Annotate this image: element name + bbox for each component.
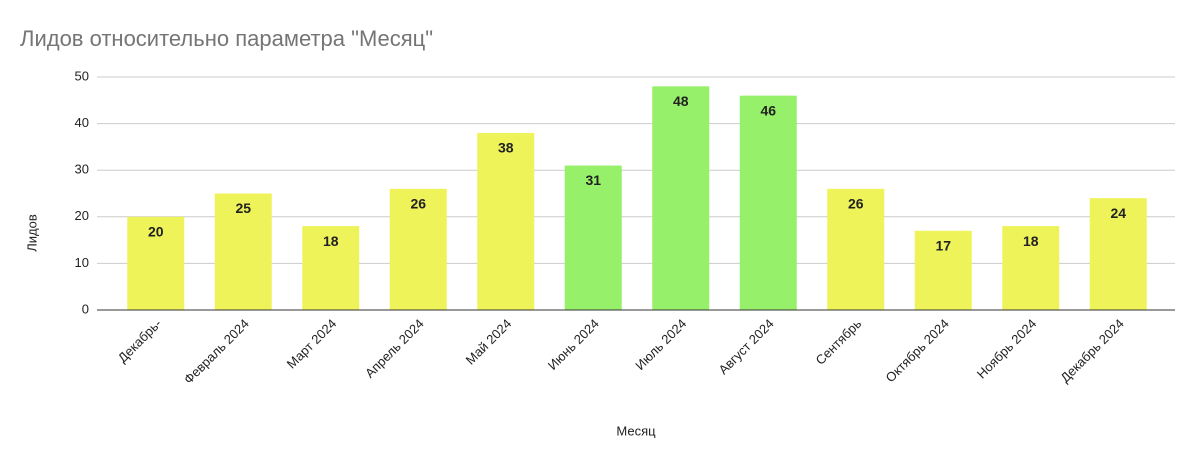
x-tick-label: Октябрь 2024 <box>883 316 952 385</box>
y-tick-label: 50 <box>75 68 89 83</box>
value-label: 17 <box>935 237 951 253</box>
bar <box>1089 198 1147 310</box>
value-label: 46 <box>760 102 776 118</box>
bar <box>739 95 797 310</box>
y-tick-label: 0 <box>82 301 89 316</box>
value-label: 38 <box>498 140 514 156</box>
y-tick-label: 20 <box>75 208 89 223</box>
value-label: 48 <box>673 93 689 109</box>
value-label: 18 <box>1023 233 1039 249</box>
x-tick-label: Сентябрь <box>813 316 865 368</box>
y-tick-label: 40 <box>75 115 89 130</box>
bar <box>214 193 272 310</box>
x-tick-label: Апрель 2024 <box>362 316 427 381</box>
value-label: 24 <box>1110 205 1126 221</box>
value-label: 31 <box>585 172 601 188</box>
x-tick-label: Март 2024 <box>284 316 340 372</box>
bar <box>302 226 360 310</box>
value-label: 26 <box>410 196 426 212</box>
x-tick-label: Февраль 2024 <box>181 316 252 387</box>
x-tick-label: Декабрь 2024 <box>1057 316 1126 385</box>
value-label: 25 <box>235 200 251 216</box>
bar <box>652 86 710 310</box>
bar <box>389 188 447 310</box>
x-tick-label: Ноябрь 2024 <box>974 316 1040 382</box>
y-axis-title: Лидов <box>24 214 39 252</box>
x-axis-title: Месяц <box>616 423 656 438</box>
chart-title: Лидов относительно параметра "Месяц" <box>20 26 433 51</box>
x-tick-label: Июнь 2024 <box>545 316 602 373</box>
y-tick-label: 10 <box>75 255 89 270</box>
bar <box>477 132 535 310</box>
x-tick-label: Декабрь- <box>115 316 165 366</box>
bar <box>1002 226 1060 310</box>
bar <box>914 230 972 310</box>
x-tick-label: Май 2024 <box>463 316 515 368</box>
value-label: 26 <box>848 196 864 212</box>
value-label: 18 <box>323 233 339 249</box>
x-tick-label: Август 2024 <box>716 316 777 377</box>
bar <box>127 216 185 310</box>
bar <box>827 188 885 310</box>
x-tick-label: Июль 2024 <box>632 316 689 373</box>
y-tick-label: 30 <box>75 162 89 177</box>
value-label: 20 <box>148 224 164 240</box>
bar <box>564 165 622 310</box>
